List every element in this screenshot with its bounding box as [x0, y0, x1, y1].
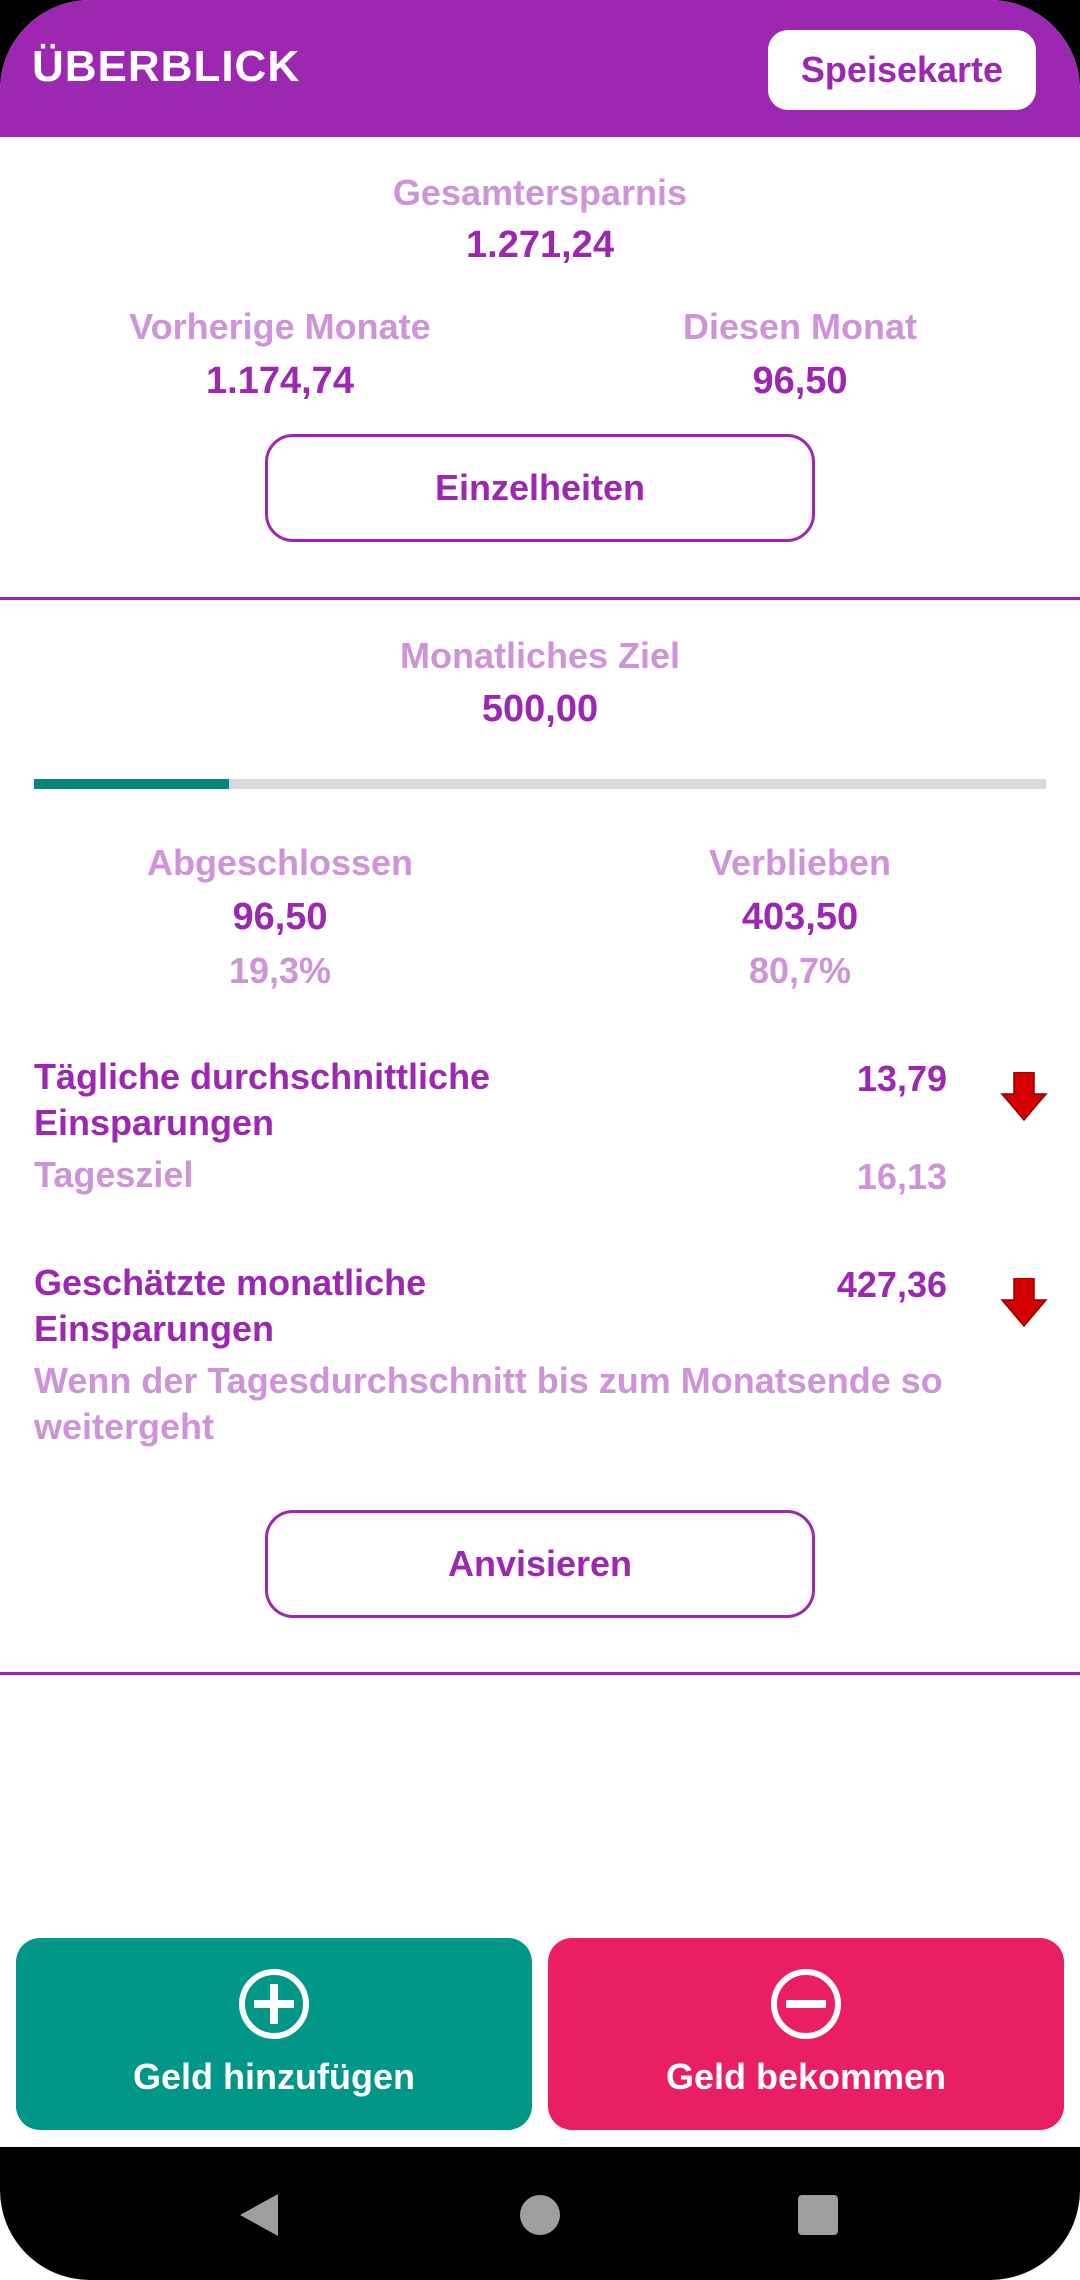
monthly-goal-label: Monatliches Ziel: [399, 635, 681, 676]
goal-progress-fill: [34, 779, 230, 789]
this-month-label: Diesen Monat: [682, 306, 918, 347]
completed-percent: 19,3%: [228, 950, 332, 991]
add-money-label: Geld hinzufügen: [133, 2056, 415, 2097]
add-money-button[interactable]: Geld hinzufügen: [16, 1938, 532, 2130]
daily-average-value: 13,79: [856, 1058, 947, 1099]
back-triangle-icon[interactable]: [238, 2192, 280, 2238]
total-savings-label: Gesamtersparnis: [392, 172, 688, 213]
daily-average-label: Tägliche durchschnittliche Einsparungen: [34, 1056, 491, 1143]
goal-progress-bar: [34, 779, 1046, 789]
get-money-label: Geld bekommen: [665, 2056, 947, 2097]
estimate-note: Wenn der Tagesdurchschnitt bis zum Monat…: [34, 1360, 943, 1447]
recents-square-icon[interactable]: [797, 2192, 839, 2238]
menu-button[interactable]: Speisekarte: [768, 30, 1036, 110]
arrow-down-icon: [1000, 1278, 1048, 1328]
target-button[interactable]: Anvisieren: [265, 1510, 815, 1618]
page-title: ÜBERBLICK: [32, 42, 301, 91]
this-month-value: 96,50: [752, 360, 848, 402]
details-button[interactable]: Einzelheiten: [265, 434, 815, 542]
home-circle-icon[interactable]: [519, 2192, 561, 2238]
total-savings-value: 1.271,24: [466, 224, 614, 266]
estimated-monthly-label: Geschätzte monatliche Einsparungen: [34, 1262, 427, 1349]
section-divider: [0, 597, 1080, 600]
arrow-down-icon: [1000, 1072, 1048, 1122]
minus-circle-icon: [771, 1969, 841, 2039]
previous-months-label: Vorherige Monate: [129, 306, 431, 347]
plus-circle-icon: [239, 1969, 309, 2039]
remaining-percent: 80,7%: [748, 950, 852, 991]
remaining-value: 403,50: [741, 896, 859, 938]
section-divider: [0, 1672, 1080, 1675]
daily-target-label: Tagesziel: [34, 1154, 194, 1195]
completed-value: 96,50: [232, 896, 328, 938]
monthly-goal-value: 500,00: [481, 688, 599, 730]
get-money-button[interactable]: Geld bekommen: [548, 1938, 1064, 2130]
estimated-monthly-value: 427,36: [836, 1264, 947, 1305]
remaining-label: Verblieben: [708, 842, 892, 883]
previous-months-value: 1.174,74: [206, 360, 354, 402]
daily-target-value: 16,13: [856, 1156, 947, 1197]
app-bar: ÜBERBLICK Speisekarte: [0, 0, 1080, 137]
completed-label: Abgeschlossen: [146, 842, 414, 883]
